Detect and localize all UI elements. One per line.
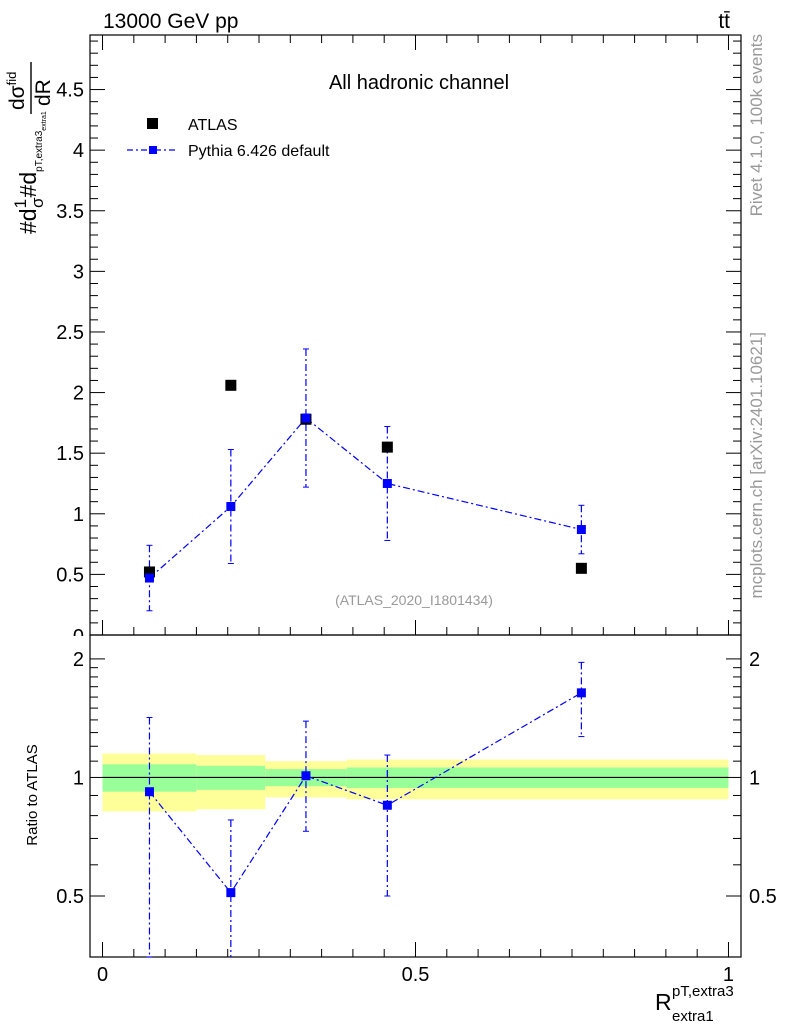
analysis-id: (ATLAS_2020_I1801434) <box>335 592 493 608</box>
legend: ATLAS Pythia 6.426 default <box>127 117 330 160</box>
pythia-point <box>382 478 392 488</box>
svg-text:dσfid: dσfid <box>4 72 29 110</box>
ylabel-one: 1 <box>11 199 30 208</box>
legend-atlas-label: ATLAS <box>188 117 238 134</box>
xlabel-main: R <box>655 989 672 1015</box>
legend-pythia-marker <box>149 146 157 154</box>
pythia-point <box>144 573 154 583</box>
xlabel-sub: extra1 <box>672 1008 714 1024</box>
ratio-y-label: Ratio to ATLAS <box>24 744 41 845</box>
main-ytick-label: 1 <box>73 504 84 526</box>
mcplots-label: mcplots.cern.ch [arXiv:2401.10621] <box>747 332 766 598</box>
ylabel-num-sup: fid <box>4 72 19 86</box>
main-ytick-label: 4.5 <box>56 80 84 102</box>
legend-pythia-label: Pythia 6.426 default <box>188 143 330 160</box>
ratio-ytick-label-right: 1 <box>749 767 760 789</box>
main-ytick-label: 1.5 <box>56 443 84 465</box>
ratio-pythia-point <box>144 787 154 797</box>
x-axis-label: R pT,extra3 extra1 <box>655 983 734 1024</box>
ratio-xtick-label: 0.5 <box>402 964 430 986</box>
main-ytick-label: 2.5 <box>56 322 84 344</box>
atlas-point <box>143 566 155 578</box>
svg-text:#d1σ#dpT,extra3extra1: #d1σ#dpT,extra3extra1 <box>11 111 48 234</box>
ylabel-mid: #d <box>15 172 41 198</box>
main-title: All hadronic channel <box>329 72 509 94</box>
energy-label: 13000 GeV pp <box>103 10 238 33</box>
ratio-ytick-label: 0.5 <box>56 886 84 908</box>
ylabel-sub: pT,extra3 <box>34 130 45 172</box>
ylabel-num: dσ <box>6 85 29 110</box>
ratio-ytick-label-right: 2 <box>749 649 760 671</box>
ylabel-sub2: extra1 <box>41 111 48 131</box>
pythia-point <box>301 413 311 423</box>
main-ytick-label: 0.5 <box>56 564 84 586</box>
ylabel-prefix: #d <box>15 208 41 234</box>
ratio-ytick-label-right: 0.5 <box>749 886 777 908</box>
ratio-xtick-label: 1 <box>723 964 734 986</box>
ratio-pythia-point <box>301 771 311 781</box>
ratio-pythia-point <box>382 800 392 810</box>
pythia-line <box>149 417 582 579</box>
ratio-pythia-line <box>148 692 582 894</box>
main-y-label: #d1σ#dpT,extra3extra1 dσfid dR <box>4 62 55 234</box>
process-label: tt̄ <box>718 10 730 33</box>
rivet-label: Rivet 4.1.0, 100k events <box>747 34 766 216</box>
pythia-point <box>576 525 586 535</box>
atlas-point <box>575 562 587 574</box>
legend-atlas-marker <box>147 118 158 129</box>
ratio-pythia-point <box>226 888 236 898</box>
main-ytick-label: 3 <box>73 261 84 283</box>
main-ytick-zero: 0 <box>73 626 84 648</box>
main-ytick-label: 4 <box>73 140 84 162</box>
ylabel-sigma: σ <box>28 197 47 208</box>
pythia-point <box>226 502 236 512</box>
atlas-point <box>225 379 237 391</box>
ratio-xtick-label: 0 <box>97 964 108 986</box>
main-ytick-label: 2 <box>73 383 84 405</box>
ratio-ytick-label: 1 <box>73 767 84 789</box>
ylabel-den: dR <box>32 79 55 106</box>
atlas-point <box>381 441 393 453</box>
ratio-ytick-label: 2 <box>73 649 84 671</box>
ratio-pythia-point <box>576 688 586 698</box>
main-ytick-label: 3.5 <box>56 201 84 223</box>
xlabel-sup: pT,extra3 <box>672 983 734 1000</box>
